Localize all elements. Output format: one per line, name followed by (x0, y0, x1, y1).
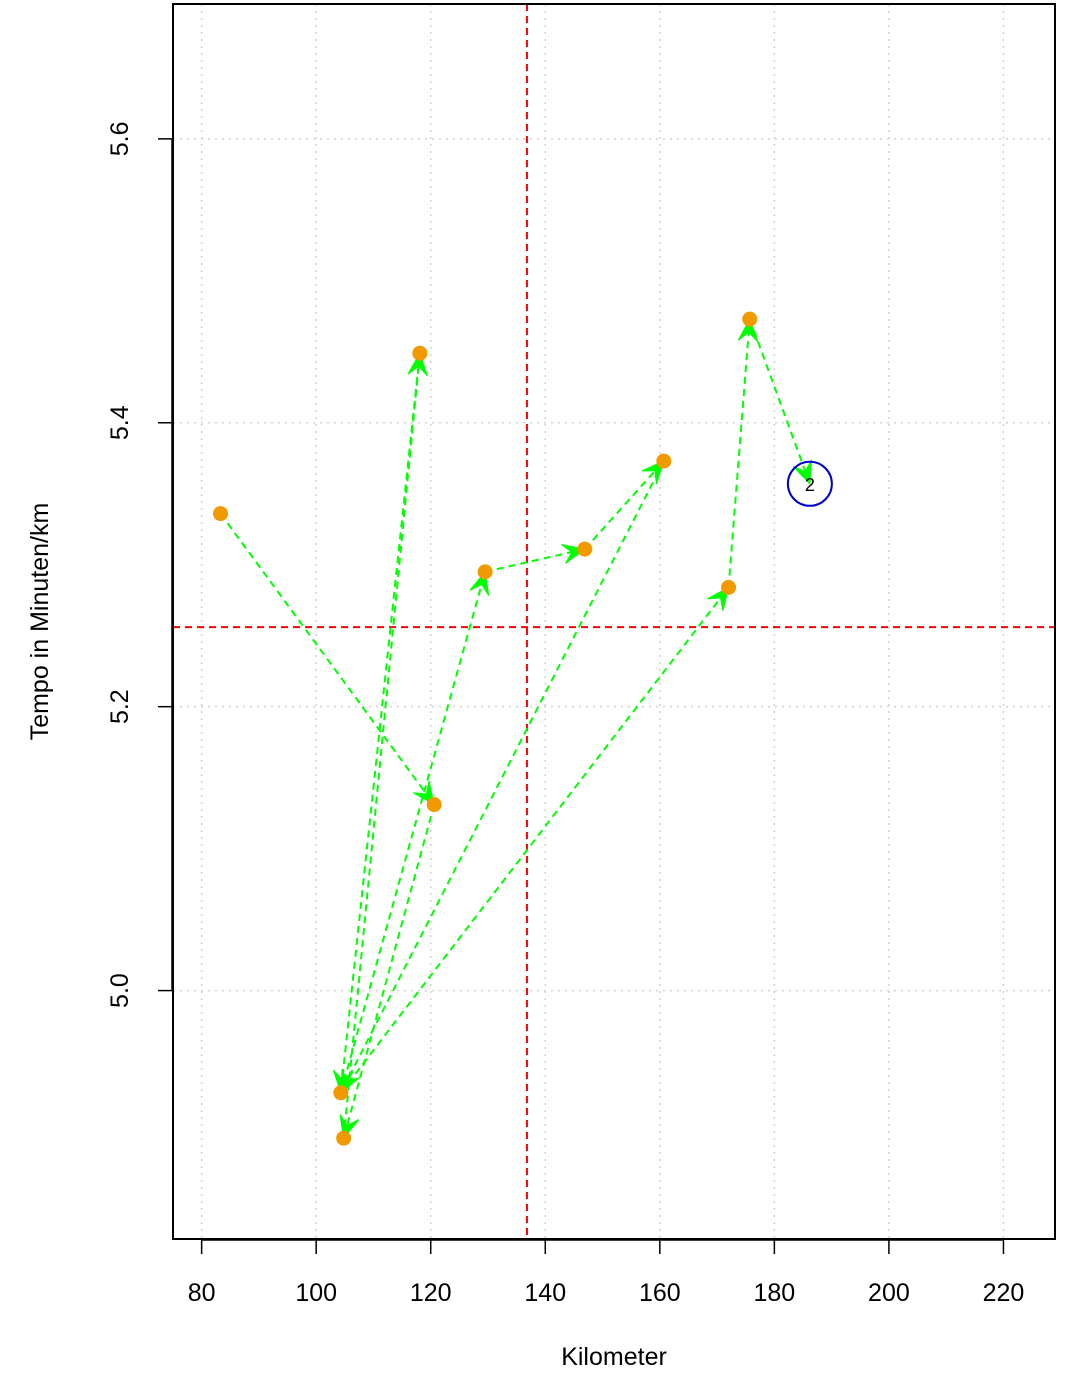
x-tick-label: 140 (524, 1279, 566, 1307)
path-segment (342, 804, 436, 1139)
arrow-head (707, 586, 730, 611)
data-point (721, 579, 737, 595)
path-segment (340, 586, 730, 1094)
path-segment (584, 460, 665, 550)
data-point (426, 797, 442, 813)
data-points (213, 311, 758, 1146)
x-tick-label: 220 (983, 1279, 1025, 1307)
x-tick-label: 80 (188, 1279, 216, 1307)
path-segment (219, 513, 435, 806)
path-segment (727, 319, 751, 588)
x-tick-label: 160 (639, 1279, 681, 1307)
path-segment (339, 571, 487, 1094)
data-point (333, 1085, 349, 1101)
data-point (477, 564, 493, 580)
path-segment (484, 548, 586, 573)
x-tick-label: 120 (410, 1279, 452, 1307)
arrow-head (792, 459, 813, 485)
x-axis-title: Kilometer (561, 1343, 667, 1371)
data-point (656, 453, 672, 469)
data-point (742, 311, 758, 327)
data-point (412, 345, 428, 361)
reference-lines (173, 4, 1055, 1239)
axes: 80 100 120 140 160 180 200 220 5.0 5.2 5.4 5.6 (106, 121, 1024, 1307)
data-point (213, 506, 229, 522)
highlight-circle (786, 460, 833, 507)
plot-frame (172, 3, 1056, 1240)
y-axis-title: Tempo in Minuten/km (26, 503, 54, 741)
data-point (577, 541, 593, 557)
path-segment (748, 318, 811, 485)
data-point (336, 1130, 352, 1146)
y-tick-label: 5.2 (106, 689, 134, 724)
path-segment (339, 460, 665, 1094)
y-tick-label: 5.0 (106, 973, 134, 1008)
highlight-marker: 2 (786, 460, 833, 507)
path-segment (339, 353, 421, 1093)
x-tick-label: 200 (868, 1279, 910, 1307)
y-tick-label: 5.4 (106, 405, 134, 440)
arrow-head (413, 781, 435, 806)
path-segment (342, 353, 421, 1139)
arrow-head (641, 460, 665, 485)
grid-lines (173, 4, 1055, 1239)
x-tick-label: 180 (754, 1279, 796, 1307)
highlight-label: 2 (805, 475, 815, 495)
y-tick-label: 5.6 (106, 121, 134, 156)
x-tick-label: 100 (295, 1279, 337, 1307)
path-arrows (219, 317, 813, 1140)
